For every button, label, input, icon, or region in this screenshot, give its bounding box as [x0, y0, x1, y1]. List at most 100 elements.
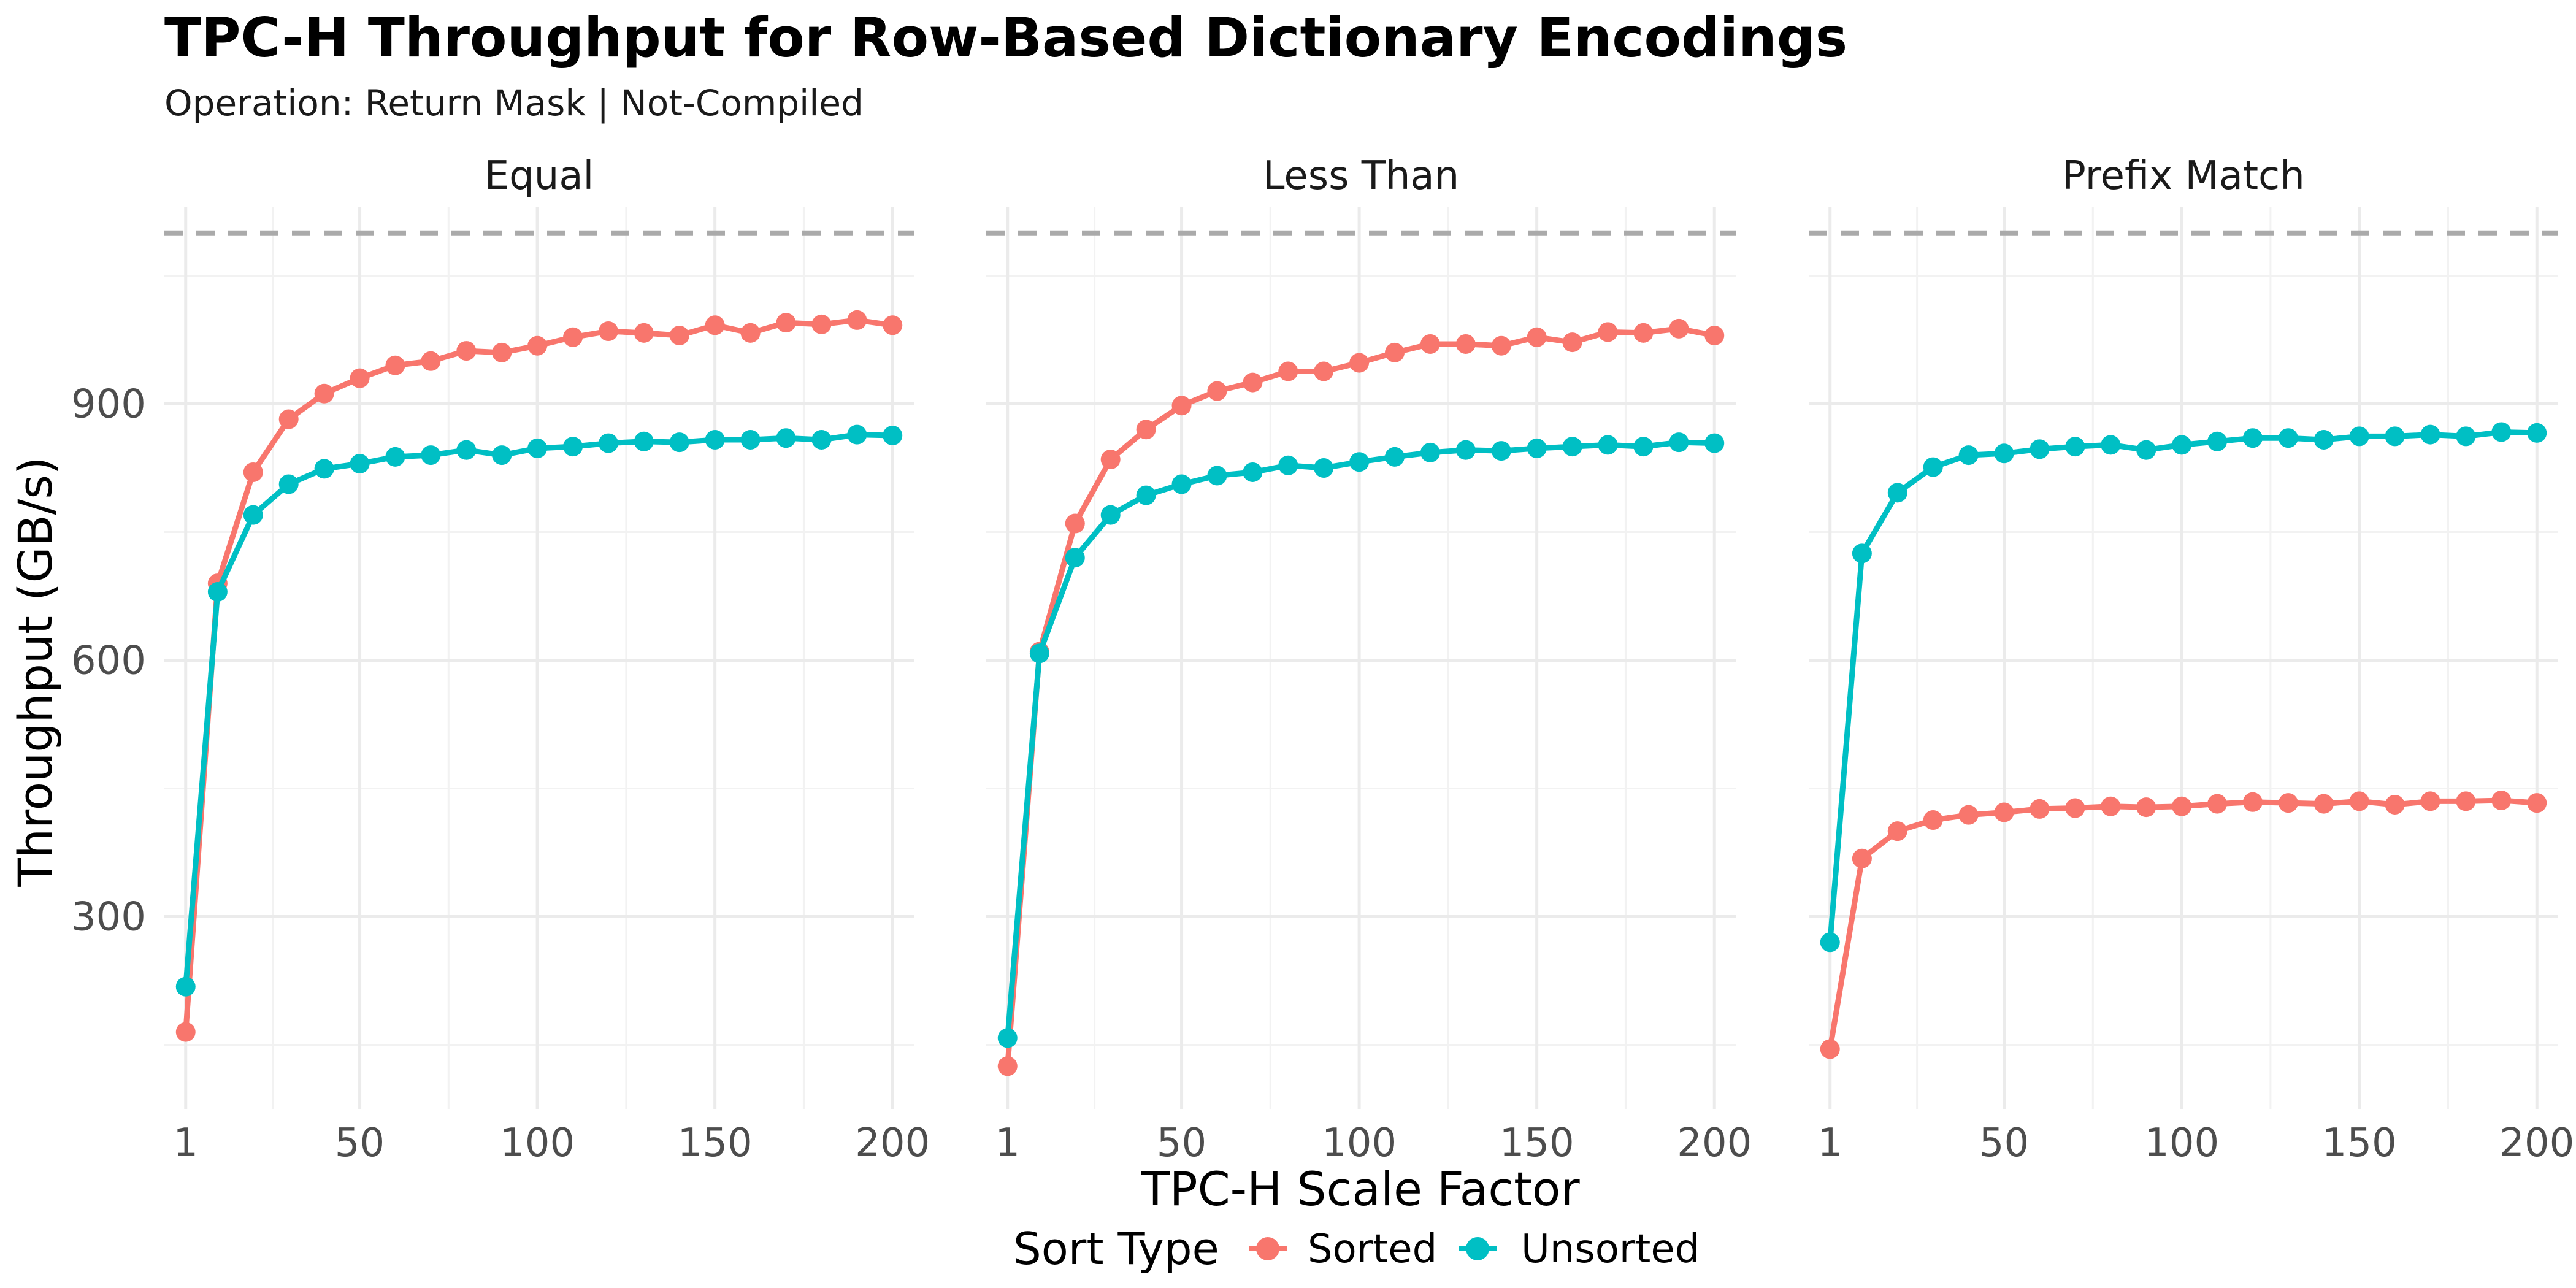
point-prefix-match-sorted-130 — [2278, 793, 2298, 813]
point-equal-unsorted-150 — [705, 429, 725, 450]
point-equal-unsorted-1 — [175, 976, 196, 997]
series-line-equal-unsorted — [183, 432, 893, 987]
point-prefix-match-unsorted-1 — [1820, 932, 1840, 953]
point-equal-sorted-200 — [883, 315, 903, 335]
point-equal-unsorted-10 — [207, 582, 228, 602]
point-equal-sorted-180 — [811, 314, 832, 334]
point-prefix-match-unsorted-130 — [2278, 428, 2298, 448]
point-less-than-unsorted-30 — [1100, 505, 1121, 525]
point-prefix-match-unsorted-110 — [2207, 431, 2228, 451]
x-tick-label-1: 1 — [173, 1121, 198, 1166]
legend: Sort Type Sorted Unsorted — [1013, 1223, 1700, 1275]
point-less-than-unsorted-140 — [1491, 441, 1511, 461]
point-prefix-match-unsorted-80 — [2101, 435, 2121, 455]
point-equal-sorted-80 — [456, 341, 477, 361]
point-less-than-sorted-200 — [1704, 326, 1725, 346]
point-prefix-match-sorted-170 — [2420, 791, 2440, 811]
point-equal-sorted-60 — [385, 355, 405, 375]
legend-key-unsorted — [1459, 1237, 1497, 1260]
point-less-than-sorted-170 — [1598, 322, 1618, 342]
y-tick-label-300: 300 — [71, 894, 146, 940]
point-prefix-match-sorted-30 — [1923, 810, 1943, 830]
point-prefix-match-unsorted-70 — [2065, 437, 2085, 457]
point-equal-unsorted-50 — [350, 454, 370, 474]
point-less-than-unsorted-110 — [1385, 447, 1405, 467]
x-tick-label-150: 150 — [1500, 1121, 1574, 1166]
point-prefix-match-sorted-1 — [1820, 1039, 1840, 1059]
point-prefix-match-unsorted-10 — [1852, 543, 1872, 564]
point-less-than-sorted-70 — [1243, 372, 1263, 393]
point-prefix-match-sorted-160 — [2385, 794, 2405, 815]
legend-title: Sort Type — [1013, 1223, 1219, 1275]
point-prefix-match-sorted-70 — [2065, 798, 2085, 818]
point-equal-unsorted-130 — [634, 431, 654, 451]
point-prefix-match-unsorted-90 — [2136, 440, 2156, 460]
point-less-than-unsorted-90 — [1314, 458, 1334, 478]
x-tick-label-1: 1 — [1817, 1121, 1842, 1166]
point-equal-sorted-160 — [740, 323, 761, 343]
point-equal-unsorted-60 — [385, 447, 405, 467]
point-equal-sorted-100 — [527, 335, 548, 356]
point-less-than-unsorted-50 — [1171, 474, 1192, 494]
point-prefix-match-unsorted-180 — [2456, 426, 2476, 447]
point-less-than-unsorted-190 — [1669, 432, 1689, 453]
point-prefix-match-sorted-80 — [2101, 796, 2121, 816]
point-equal-unsorted-160 — [740, 429, 761, 450]
point-equal-sorted-20 — [243, 462, 263, 482]
point-less-than-unsorted-40 — [1136, 485, 1156, 505]
point-equal-sorted-110 — [563, 327, 583, 347]
point-prefix-match-sorted-150 — [2349, 791, 2369, 811]
point-prefix-match-sorted-40 — [1958, 805, 1979, 825]
legend-key-sorted — [1249, 1237, 1287, 1260]
x-tick-label-200: 200 — [855, 1121, 930, 1166]
point-equal-sorted-130 — [634, 323, 654, 343]
point-equal-unsorted-100 — [527, 438, 548, 458]
point-less-than-sorted-50 — [1171, 396, 1192, 416]
point-less-than-unsorted-100 — [1349, 452, 1370, 472]
point-less-than-unsorted-120 — [1420, 442, 1440, 462]
point-prefix-match-unsorted-200 — [2527, 423, 2547, 443]
point-less-than-sorted-110 — [1385, 342, 1405, 362]
point-equal-sorted-50 — [350, 368, 370, 388]
point-less-than-sorted-120 — [1420, 334, 1440, 354]
legend-label-unsorted: Unsorted — [1521, 1227, 1700, 1272]
point-prefix-match-sorted-100 — [2172, 796, 2192, 816]
point-less-than-sorted-1 — [997, 1056, 1018, 1076]
point-equal-unsorted-110 — [563, 437, 583, 457]
point-equal-unsorted-30 — [278, 474, 299, 494]
point-prefix-match-sorted-110 — [2207, 794, 2228, 814]
point-prefix-match-unsorted-160 — [2385, 426, 2405, 447]
point-less-than-sorted-90 — [1314, 361, 1334, 381]
point-prefix-match-sorted-140 — [2313, 794, 2334, 814]
point-prefix-match-unsorted-60 — [2030, 439, 2050, 459]
facet-label-equal: Equal — [485, 153, 594, 199]
point-equal-sorted-40 — [314, 383, 334, 404]
facet-label-less-than: Less Than — [1263, 153, 1459, 199]
point-prefix-match-unsorted-50 — [1994, 443, 2014, 464]
point-less-than-sorted-100 — [1349, 353, 1370, 373]
point-equal-unsorted-180 — [811, 429, 832, 450]
point-prefix-match-unsorted-190 — [2491, 422, 2512, 442]
point-less-than-sorted-150 — [1527, 327, 1547, 347]
point-less-than-sorted-40 — [1136, 420, 1156, 440]
point-less-than-sorted-130 — [1455, 334, 1476, 354]
point-equal-sorted-190 — [847, 310, 867, 330]
point-prefix-match-unsorted-170 — [2420, 424, 2440, 445]
point-equal-unsorted-70 — [421, 445, 441, 466]
point-less-than-sorted-160 — [1562, 332, 1582, 353]
x-tick-label-100: 100 — [2144, 1121, 2219, 1166]
point-prefix-match-unsorted-150 — [2349, 426, 2369, 447]
point-less-than-unsorted-160 — [1562, 437, 1582, 457]
point-less-than-unsorted-180 — [1633, 437, 1654, 457]
series-line-prefix-match-sorted — [1827, 797, 2537, 1050]
x-tick-label-50: 50 — [1979, 1121, 2029, 1166]
x-tick-label-150: 150 — [2322, 1121, 2397, 1166]
point-prefix-match-sorted-120 — [2242, 792, 2263, 812]
point-less-than-sorted-180 — [1633, 323, 1654, 343]
y-tick-label-900: 900 — [71, 381, 146, 427]
point-equal-sorted-30 — [278, 409, 299, 429]
point-equal-sorted-120 — [598, 321, 618, 342]
